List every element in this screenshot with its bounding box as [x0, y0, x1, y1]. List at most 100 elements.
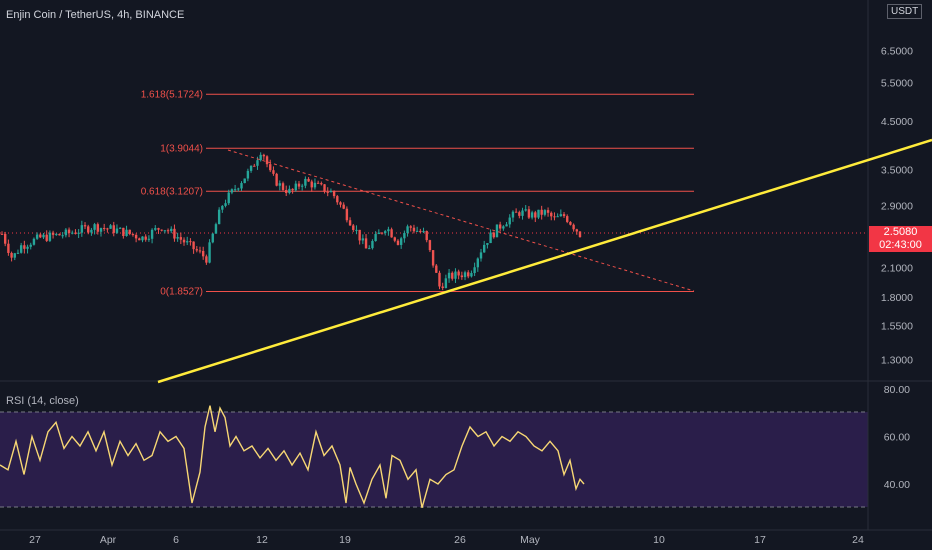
candle-body [556, 216, 559, 218]
candle-body [486, 243, 489, 245]
candle-body [256, 160, 259, 166]
candle-body [131, 233, 135, 235]
candle-body [345, 208, 349, 221]
candle-body [546, 210, 550, 213]
fib-level-label: 1.618(5.1724) [141, 89, 203, 100]
candle-body [473, 267, 476, 274]
candle-body [163, 230, 167, 232]
rsi-axis-labels: 80.00 60.00 40.00 [884, 384, 910, 491]
candle-body [253, 165, 256, 167]
candle-body [502, 226, 505, 229]
candle-body [45, 234, 48, 241]
candle-body [90, 229, 93, 233]
candle-body [125, 229, 128, 237]
candle-body [463, 272, 467, 278]
candle-body [384, 231, 387, 234]
rsi-line [0, 405, 585, 508]
candle-body [332, 191, 336, 197]
candle-body [438, 272, 441, 287]
candle-body [93, 224, 96, 230]
candle-body [281, 183, 285, 190]
candle-body [205, 256, 208, 263]
candle-body [422, 230, 425, 233]
time-tick-label: 17 [754, 534, 766, 546]
candle-body [26, 246, 29, 249]
candle-body [115, 228, 119, 233]
candle-body [23, 245, 26, 249]
candle-body [457, 271, 460, 276]
candle-body [144, 236, 147, 240]
candle-body [444, 278, 448, 289]
candle-body [83, 225, 87, 227]
candle-body [122, 227, 125, 237]
candle-body [291, 188, 294, 191]
candle-body [265, 156, 269, 165]
candle-body [396, 240, 400, 245]
candles-group [0, 152, 582, 291]
candle-body [170, 228, 173, 232]
candle-body [10, 252, 13, 258]
candle-body [259, 154, 262, 161]
candle-body [262, 154, 266, 157]
candle-body [492, 232, 495, 238]
time-tick-label: 24 [852, 534, 864, 546]
candle-body [157, 228, 160, 230]
candle-body [569, 221, 572, 225]
candle-body [0, 233, 4, 235]
candle-body [390, 229, 393, 238]
candle-body [160, 229, 163, 231]
time-tick-label: 27 [29, 534, 41, 546]
candle-body [467, 272, 470, 277]
candle-body [300, 185, 304, 187]
candle-body [361, 238, 365, 241]
candle-body [371, 241, 374, 249]
candle-body [42, 234, 45, 238]
candle-body [176, 237, 179, 239]
candle-body [460, 275, 464, 278]
time-tick-label: 6 [173, 534, 179, 546]
candle-body [342, 204, 345, 209]
descending-trendline[interactable] [227, 149, 695, 292]
candle-body [355, 229, 358, 231]
candle-body [482, 244, 486, 253]
candle-body [412, 227, 416, 232]
candle-body [479, 252, 483, 259]
fib-level-label: 0(1.8527) [160, 286, 203, 297]
fib-retracement[interactable]: 1.618(5.1724) 1(3.9044) 0.618(3.1207) 0(1.8… [141, 89, 694, 297]
candle-body [198, 250, 202, 252]
candle-body [39, 234, 42, 238]
candle-body [227, 192, 230, 204]
candle-body [368, 248, 371, 250]
price-tick-label: 4.5000 [881, 116, 913, 128]
candle-body [112, 225, 115, 233]
candle-body [275, 173, 278, 186]
candle-body [454, 271, 457, 279]
rsi-band-fill [0, 412, 868, 507]
candle-body [572, 224, 575, 230]
candle-body [307, 178, 310, 182]
candle-body [99, 228, 103, 232]
candle-body [77, 232, 80, 234]
candle-body [154, 228, 157, 230]
currency-unit-button[interactable]: USDT [887, 4, 923, 19]
candle-body [498, 224, 502, 229]
candle-body [403, 233, 406, 239]
candle-body [435, 265, 438, 273]
candle-body [87, 226, 90, 233]
support-trendline[interactable] [157, 138, 932, 384]
candle-body [441, 286, 444, 289]
time-tick-label: 12 [256, 534, 268, 546]
candle-body [195, 249, 198, 251]
candle-body [419, 230, 422, 233]
candle-body [323, 184, 326, 192]
candle-body [537, 209, 540, 218]
candle-body [409, 226, 412, 228]
candle-body [166, 230, 170, 232]
candle-body [406, 226, 409, 234]
time-tick-label: Apr [100, 534, 117, 546]
candle-body [518, 212, 521, 216]
candle-body [224, 203, 227, 206]
candle-body [415, 230, 419, 232]
candle-body [530, 212, 534, 218]
